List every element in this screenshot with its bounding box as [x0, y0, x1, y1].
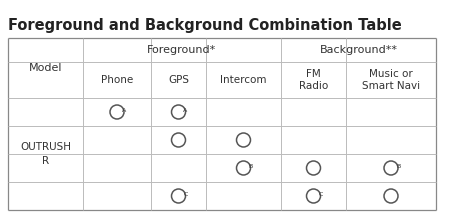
- Text: Background**: Background**: [319, 45, 398, 55]
- Text: Music or
Smart Navi: Music or Smart Navi: [362, 69, 420, 91]
- Text: OUTRUSH
R: OUTRUSH R: [20, 142, 71, 166]
- Text: B: B: [396, 164, 400, 169]
- Text: Phone: Phone: [101, 75, 133, 85]
- Text: C: C: [319, 192, 323, 197]
- Text: Intercom: Intercom: [220, 75, 267, 85]
- Text: Foreground and Background Combination Table: Foreground and Background Combination Ta…: [8, 18, 402, 33]
- Text: Model: Model: [29, 63, 62, 73]
- Text: B: B: [248, 164, 253, 169]
- Text: GPS: GPS: [168, 75, 189, 85]
- Text: A: A: [183, 108, 188, 113]
- Text: A: A: [122, 108, 126, 113]
- Text: C: C: [183, 192, 188, 197]
- Text: Foreground*: Foreground*: [147, 45, 217, 55]
- Text: FM
Radio: FM Radio: [299, 69, 328, 91]
